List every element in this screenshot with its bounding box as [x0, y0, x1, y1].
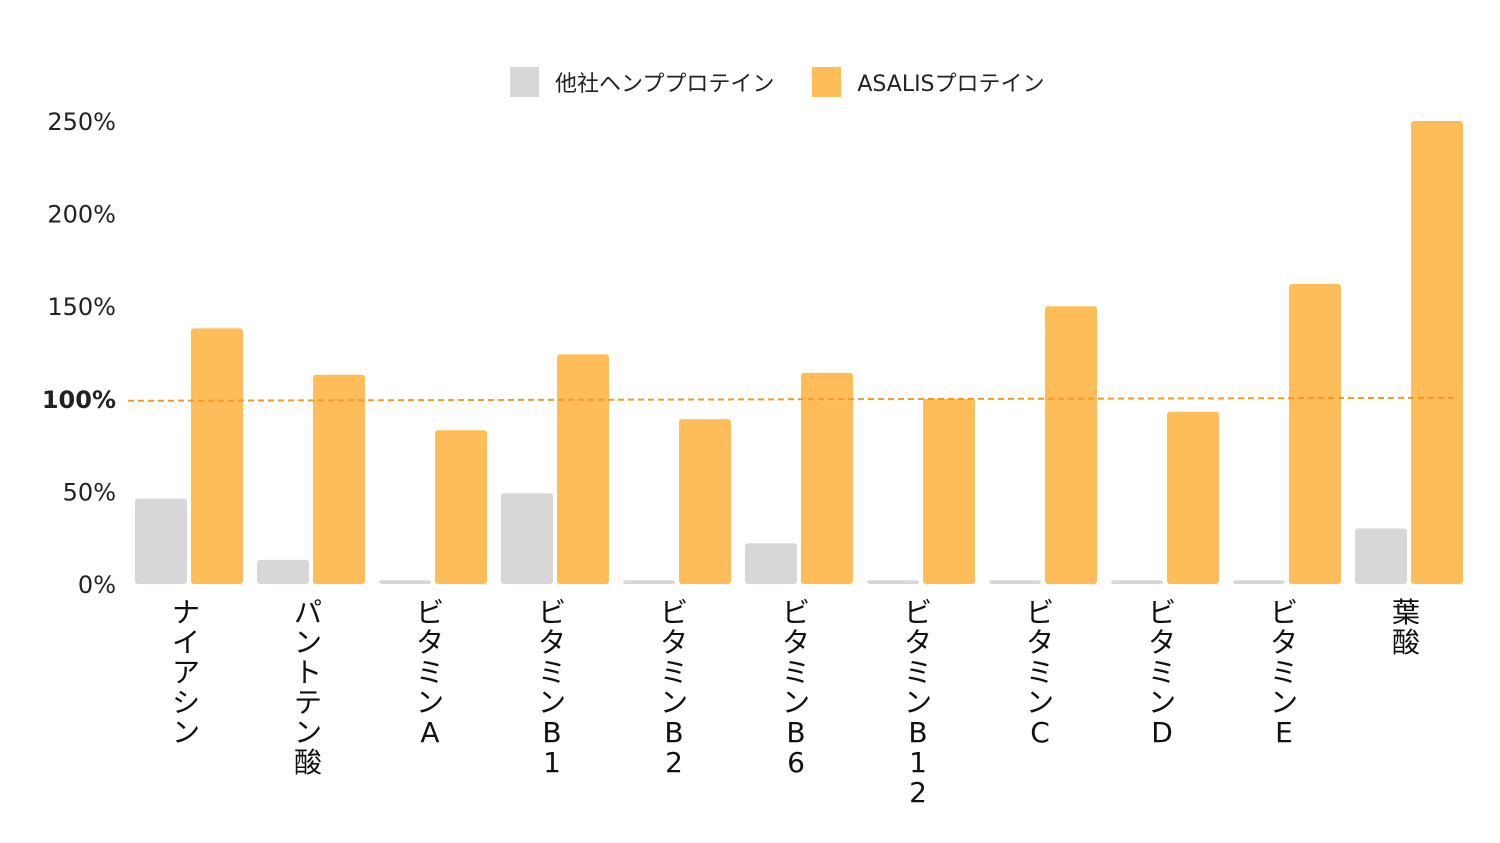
x-tick-label: ビタミン D — [1148, 596, 1176, 749]
y-tick-label: 0% — [78, 571, 116, 599]
legend-item-other: 他社ヘンププロテイン — [510, 66, 774, 98]
bar-asalis — [191, 328, 243, 584]
bar-other — [257, 559, 309, 584]
legend: 他社ヘンププロテイン ASALISプロテイン — [510, 66, 1083, 98]
bar-other — [379, 580, 431, 584]
bar-asalis — [435, 430, 487, 584]
x-tick-label: ビタミン C — [1026, 596, 1054, 749]
bar-other — [623, 580, 675, 584]
y-tick-label: 250% — [47, 108, 116, 136]
x-tick-label: パントテン酸 — [294, 596, 322, 779]
bar-other — [135, 498, 187, 584]
legend-label-asalis: ASALISプロテイン — [857, 72, 1045, 97]
bar-asalis — [557, 354, 609, 584]
x-tick-label: ビタミン B 1 2 — [904, 596, 932, 809]
x-tick-label: ビタミン E — [1270, 596, 1298, 749]
bar-asalis — [1411, 121, 1463, 584]
legend-swatch-asalis — [812, 67, 842, 97]
x-tick-label: ビタミン B 2 — [660, 596, 688, 779]
bar-other — [1355, 528, 1407, 584]
x-tick-label: ビタミン A — [416, 596, 444, 749]
bar-other — [867, 580, 919, 584]
bar-asalis — [1289, 283, 1341, 584]
bar-other — [745, 543, 797, 584]
x-tick-label: 葉酸 — [1392, 596, 1420, 659]
bar-asalis — [679, 419, 731, 584]
reference-line-100 — [127, 396, 1459, 402]
bar-other — [1233, 580, 1285, 584]
bar-asalis — [801, 372, 853, 584]
legend-item-asalis: ASALISプロテイン — [812, 66, 1045, 98]
bar-other — [501, 493, 553, 584]
bar-other — [989, 580, 1041, 584]
y-tick-label: 150% — [47, 293, 116, 321]
bar-asalis — [1167, 411, 1219, 584]
x-tick-label: ビタミン B 6 — [782, 596, 810, 779]
legend-swatch-other — [510, 67, 539, 97]
bar-asalis — [313, 374, 365, 584]
y-tick-label: 200% — [47, 201, 116, 229]
bar-asalis — [1045, 306, 1097, 584]
bar-asalis — [923, 398, 975, 584]
x-tick-label: ナイアシン — [172, 596, 200, 749]
legend-label-other: 他社ヘンププロテイン — [555, 72, 775, 97]
x-tick-label: ビタミン B 1 — [538, 596, 566, 779]
y-tick-label: 50% — [63, 478, 116, 506]
y-tick-label: 100% — [42, 386, 116, 414]
bar-other — [1111, 580, 1163, 584]
